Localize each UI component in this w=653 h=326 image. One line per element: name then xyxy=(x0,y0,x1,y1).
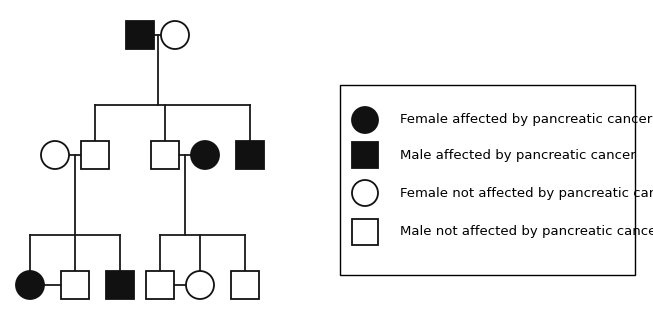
Text: Female not affected by pancreatic cancer: Female not affected by pancreatic cancer xyxy=(400,186,653,200)
Bar xyxy=(151,141,179,169)
Text: Male affected by pancreatic cancer: Male affected by pancreatic cancer xyxy=(400,149,636,161)
Circle shape xyxy=(161,21,189,49)
Circle shape xyxy=(352,180,378,206)
Bar xyxy=(81,141,109,169)
Circle shape xyxy=(186,271,214,299)
Bar xyxy=(61,271,89,299)
Bar xyxy=(231,271,259,299)
Text: Male not affected by pancreatic cancer: Male not affected by pancreatic cancer xyxy=(400,226,653,239)
Circle shape xyxy=(191,141,219,169)
Bar xyxy=(352,142,378,168)
Circle shape xyxy=(41,141,69,169)
Bar xyxy=(352,219,378,245)
Bar xyxy=(146,271,174,299)
Bar xyxy=(340,85,635,275)
Bar xyxy=(126,21,154,49)
Text: Female affected by pancreatic cancer: Female affected by pancreatic cancer xyxy=(400,113,652,126)
Bar xyxy=(236,141,264,169)
Bar xyxy=(106,271,134,299)
Circle shape xyxy=(352,107,378,133)
Circle shape xyxy=(16,271,44,299)
